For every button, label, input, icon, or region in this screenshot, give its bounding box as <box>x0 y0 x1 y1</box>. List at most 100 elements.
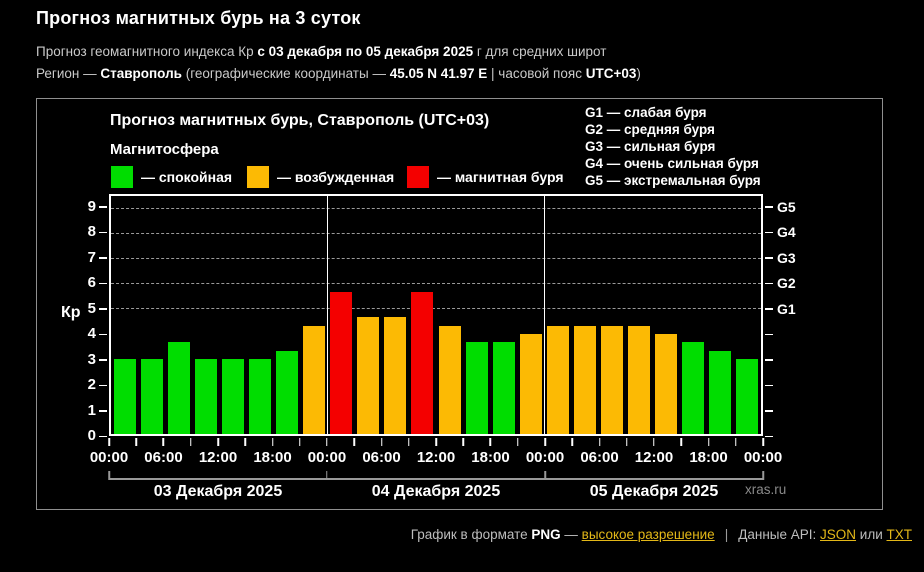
kp-bar <box>140 358 163 434</box>
storm-color-swatch <box>407 166 429 188</box>
g-level-label: G2 <box>777 275 796 292</box>
plot-area: 0 1 2 3 4 5 6 7 8 9 G1 G2 G3 G4 G5 00:00 06:00 12:00 18:00… <box>88 194 796 466</box>
x-tick <box>489 438 492 446</box>
kp-bar <box>736 358 759 434</box>
footer-separator: | <box>724 527 729 542</box>
x-tick <box>244 438 246 446</box>
chart-panel: Прогноз магнитных бурь, Ставрополь (UTC+… <box>36 98 883 510</box>
y-tick-left <box>99 206 107 208</box>
kp-bar <box>221 358 244 434</box>
date-axis: 03 Декабря 2025 04 Декабря 2025 05 Декабря… <box>108 471 764 505</box>
y-tick-left <box>99 435 107 437</box>
x-tick <box>762 438 764 446</box>
kp-bar <box>330 291 353 434</box>
region-mid2: | часовой пояс <box>487 66 586 81</box>
y-tick-left <box>99 384 107 387</box>
y-tick-left <box>99 359 107 361</box>
y-tick-label: 7 <box>87 248 96 266</box>
high-resolution-link[interactable]: высокое разрешение <box>581 527 715 542</box>
y-tick-right <box>765 410 773 412</box>
kp-bar <box>492 342 515 434</box>
g-level-label: G4 <box>777 224 796 241</box>
x-tick-label: 18:00 <box>253 449 292 466</box>
y-tick-right <box>765 333 773 336</box>
bracket-tick <box>326 471 328 480</box>
page-title: Прогноз магнитных бурь на 3 суток <box>36 8 361 28</box>
x-tick <box>435 438 437 446</box>
gridline <box>111 282 761 284</box>
watermark: xras.ru <box>745 482 787 497</box>
day-separator <box>326 196 329 434</box>
g-scale-legend: G1 — слабая буря G2 — средняя буря G3 — … <box>585 104 761 189</box>
x-tick <box>190 438 192 446</box>
json-link[interactable]: JSON <box>820 527 857 542</box>
g-level-label: G1 <box>777 300 796 317</box>
kp-bar <box>519 333 542 434</box>
x-tick <box>162 438 165 446</box>
kp-bar <box>276 350 299 434</box>
subtitle-dates: с 03 декабря по 05 декабря 2025 <box>257 44 474 59</box>
y-tick-right <box>765 384 773 387</box>
footer: График в формате PNG — высокое разрешени… <box>411 527 912 542</box>
x-tick <box>680 438 682 446</box>
date-label: 03 Декабря 2025 <box>153 483 283 500</box>
y-tick-right <box>765 435 773 437</box>
bracket-line <box>109 478 763 480</box>
x-tick-label: 06:00 <box>580 449 619 466</box>
y-tick-right <box>765 257 773 259</box>
x-tick <box>108 438 110 446</box>
x-tick-label: 00:00 <box>525 449 565 466</box>
x-tick-label: 06:00 <box>362 449 401 466</box>
x-tick <box>653 438 655 446</box>
kp-bar <box>438 325 461 434</box>
kp-bar <box>411 291 434 434</box>
legend-item-quiet: — спокойная <box>111 166 232 188</box>
y-tick-left <box>99 257 107 259</box>
y-tick-right <box>765 359 773 361</box>
forecast-subtitle: Прогноз геомагнитного индекса Кр с 03 де… <box>36 44 606 59</box>
x-tick <box>271 438 274 446</box>
y-tick-label: 8 <box>87 223 96 241</box>
g3-legend-line: G3 — сильная буря <box>585 139 716 154</box>
kp-bar <box>357 317 380 434</box>
legend-item-excited: — возбужденная <box>247 166 394 188</box>
x-tick <box>734 438 737 446</box>
y-tick-label: 3 <box>87 350 96 368</box>
footer-api-label: Данные API: <box>738 527 821 542</box>
y-tick-label: 5 <box>87 299 96 317</box>
g1-legend-line: G1 — слабая буря <box>585 105 707 120</box>
gridline <box>111 307 761 309</box>
magnetosphere-label: Магнитосфера <box>110 141 219 158</box>
legend-item-storm: — магнитная буря <box>407 166 564 188</box>
kp-bar <box>194 358 217 434</box>
kp-bar <box>384 317 407 434</box>
x-tick-label: 18:00 <box>689 449 728 466</box>
y-tick-right <box>765 206 773 208</box>
bracket-tick <box>544 471 546 480</box>
g-level-label: G3 <box>777 249 796 266</box>
txt-link[interactable]: TXT <box>886 527 913 542</box>
kp-bar <box>465 342 488 434</box>
g-level-label: G5 <box>777 198 796 215</box>
y-tick-label: 4 <box>87 325 96 343</box>
x-tick <box>217 438 219 446</box>
footer-dash: — <box>560 527 582 542</box>
y-tick-label: 6 <box>87 274 96 292</box>
subtitle-text: Прогноз геомагнитного индекса Кр <box>36 44 258 59</box>
y-tick-right <box>765 308 773 310</box>
legend-label-excited: — возбужденная <box>277 169 395 185</box>
footer-png-label: PNG <box>531 527 561 542</box>
gridline <box>111 232 761 234</box>
x-tick <box>571 438 573 446</box>
y-axis-label: Кр <box>61 304 81 321</box>
plot-body <box>111 196 761 434</box>
footer-or: или <box>856 527 887 542</box>
y-tick-left <box>99 231 107 234</box>
g5-legend-line: G5 — экстремальная буря <box>585 173 761 188</box>
legend-label-storm: — магнитная буря <box>437 169 564 185</box>
gridline <box>111 207 761 209</box>
y-tick-label: 1 <box>87 401 96 419</box>
kp-bar <box>655 333 678 434</box>
region-timezone: UTC+03 <box>585 66 637 81</box>
